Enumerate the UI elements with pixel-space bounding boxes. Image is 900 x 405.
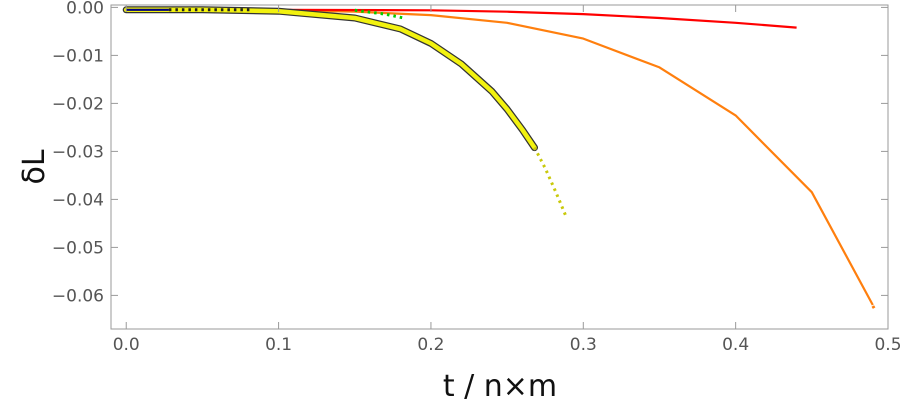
x-tick-label: 0.3 (570, 335, 597, 355)
tick-layer: 0.0 0.1 0.2 0.3 0.4 0.5 0.00 −0.01 −0.02 −0.03 −0.… (52, 0, 900, 355)
x-tick-label: 0.0 (113, 335, 140, 355)
x-tick-label: 0.5 (874, 335, 900, 355)
y-tick-label: −0.03 (52, 142, 104, 162)
series-layer (122, 6, 878, 312)
x-axis-label: t / n×m (443, 369, 557, 404)
series-line (126, 8, 797, 29)
x-tick-label: 0.2 (417, 335, 444, 355)
series-outline (122, 6, 538, 152)
series-line-dotted (871, 305, 878, 312)
y-tick-label: −0.01 (52, 46, 104, 66)
series-line (126, 8, 874, 306)
y-tick-label: −0.02 (52, 94, 104, 114)
y-tick-label: 0.00 (66, 0, 104, 18)
y-tick-label: −0.05 (52, 238, 104, 258)
series-line-dotted (533, 146, 568, 219)
series-line (123, 7, 537, 150)
y-tick-label: −0.04 (52, 190, 104, 210)
plot-frame (110, 4, 889, 330)
y-axis-label: δL (17, 149, 52, 184)
x-tick-label: 0.4 (722, 335, 749, 355)
x-tick-label: 0.1 (265, 335, 292, 355)
y-tick-label: −0.06 (52, 286, 104, 306)
